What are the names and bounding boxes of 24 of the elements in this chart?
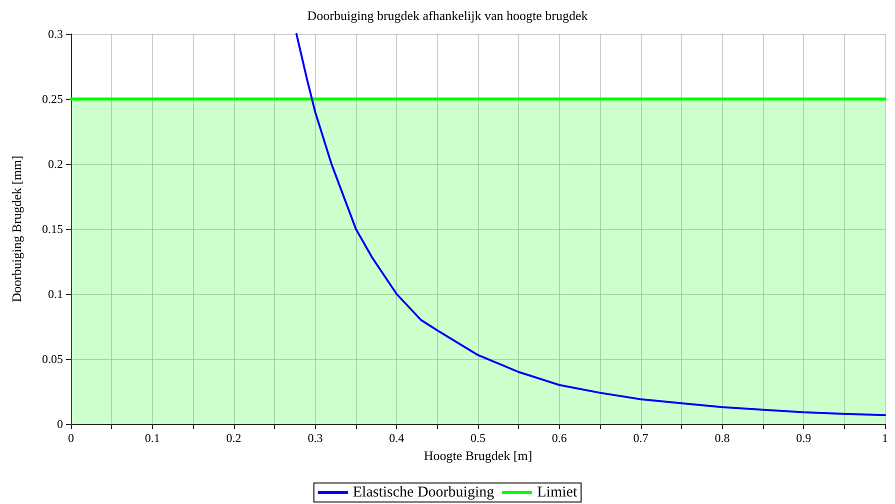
y-tick-label: 0.05: [42, 352, 63, 366]
x-tick-label: 0.9: [796, 431, 812, 445]
line-series: [295, 33, 886, 416]
x-tick-label: 0.1: [144, 431, 160, 445]
x-tick-label: 0.7: [633, 431, 648, 445]
x-tick-label: 0.2: [226, 431, 242, 445]
y-tick-label: 0.3: [48, 27, 63, 41]
y-tick-label: 0: [57, 417, 63, 431]
legend-label: Elastische Doorbuiging: [352, 484, 495, 500]
x-tick-label: 0.5: [470, 431, 486, 445]
y-tick-label: 0.25: [42, 92, 63, 106]
y-tick-label: 0.1: [48, 287, 63, 301]
x-tick-label: 0.4: [389, 431, 404, 445]
chart-title: Doorbuiging brugdek afhankelijk van hoogte brugdek: [307, 8, 588, 23]
legend-label: Limiet: [537, 484, 578, 500]
x-tick-label: 0: [68, 431, 74, 445]
x-tick-label: 0.8: [714, 431, 730, 445]
x-axis-title: Hoogte Brugdek [m]: [424, 448, 532, 463]
y-tick-label: 0.2: [48, 157, 63, 171]
x-tick-label: 1: [882, 431, 888, 445]
y-tick-label: 0.15: [42, 222, 63, 236]
x-tick-label: 0.6: [552, 431, 567, 445]
x-tick-label: 0.3: [308, 431, 323, 445]
y-axis-title: Doorbuiging Brugdek [mm]: [9, 156, 24, 302]
